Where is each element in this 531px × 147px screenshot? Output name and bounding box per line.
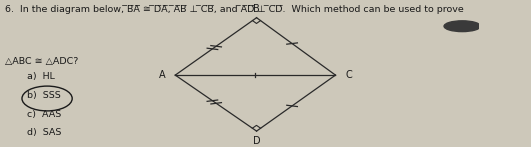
Text: c)  AAS: c) AAS [27,110,61,119]
Text: d)  SAS: d) SAS [27,128,62,137]
Text: △ABC ≅ △ADC?: △ABC ≅ △ADC? [5,57,79,66]
Text: B: B [253,4,260,14]
Text: D: D [253,136,260,146]
Circle shape [444,21,481,32]
Text: 6.  In the diagram below, ̅B̅A̅ ≅ ̅D̅A̅, ̅A̅B̅ ⊥ ̅C̅B̅, and ̅A̅D̅ ⊥ ̅C̅D̅.  Whic: 6. In the diagram below, ̅B̅A̅ ≅ ̅D̅A̅, … [5,5,464,14]
Text: A: A [159,70,165,80]
Text: b)  SSS: b) SSS [27,91,61,100]
Text: C: C [346,70,352,80]
Text: a)  HL: a) HL [27,72,55,81]
